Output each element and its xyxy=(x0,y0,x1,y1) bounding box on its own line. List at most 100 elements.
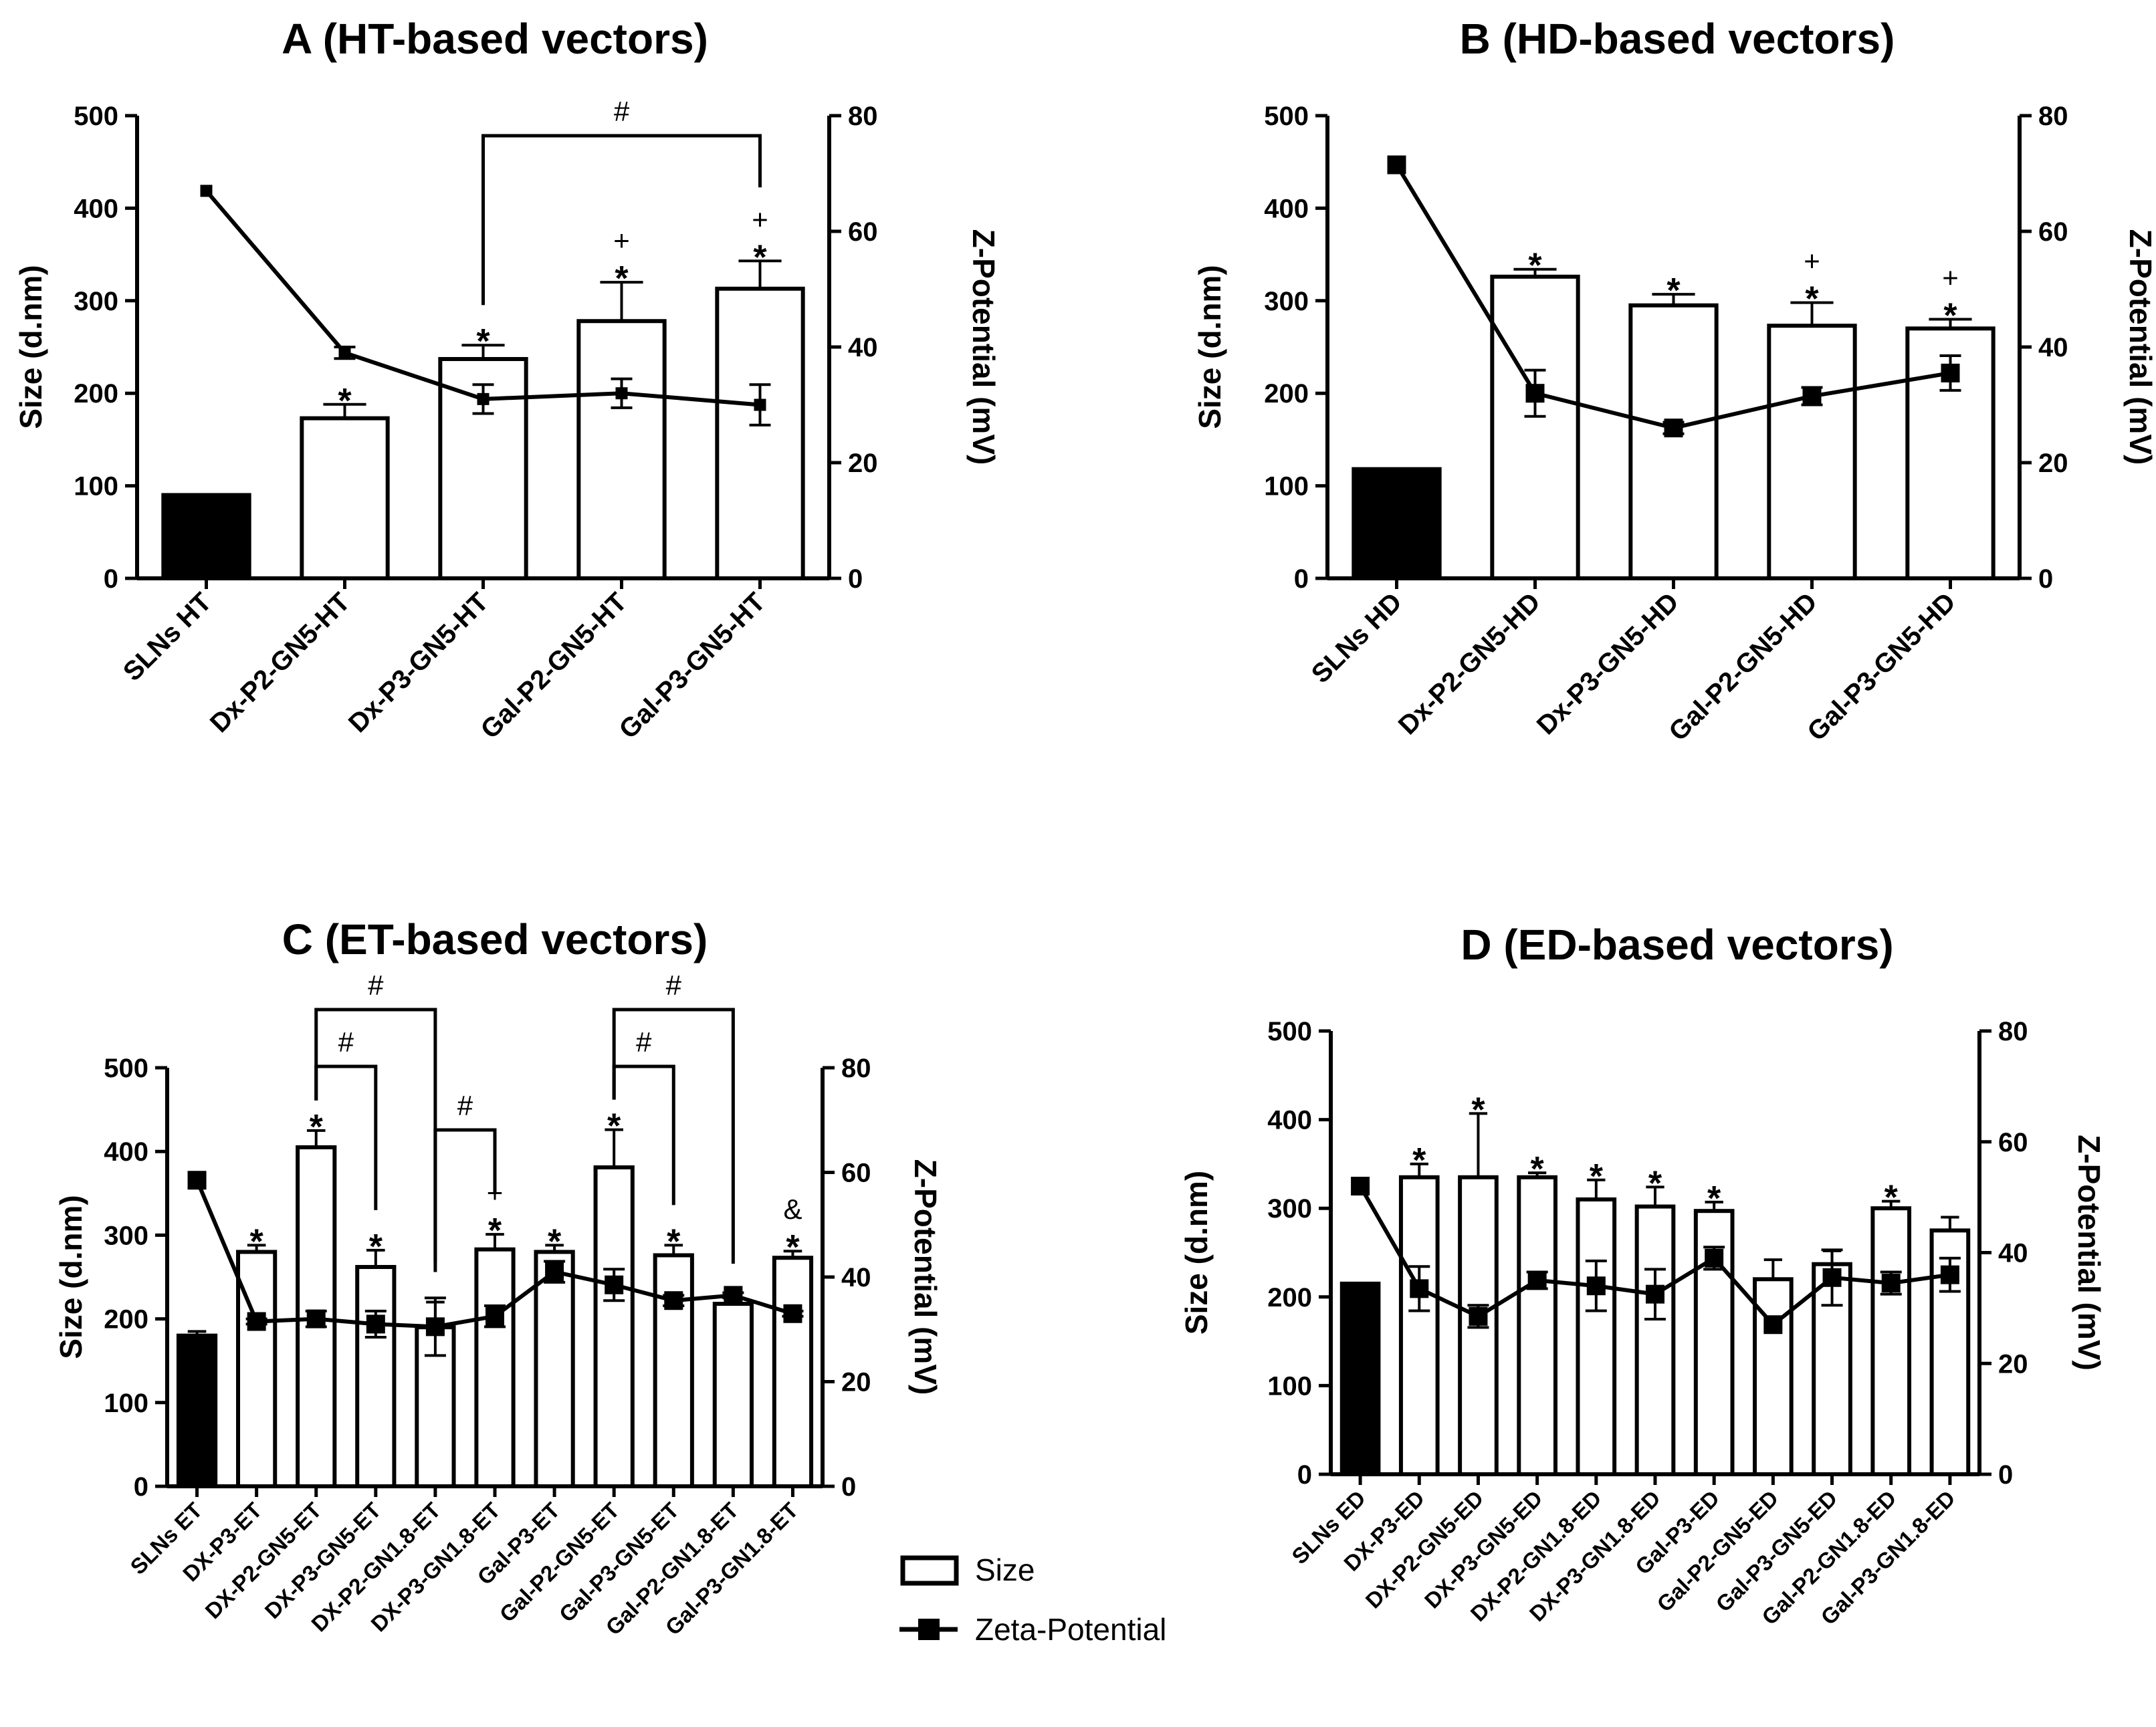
panel-b-ylabel: Size (d.nm) xyxy=(1192,265,1227,429)
panel-c-zeta-point xyxy=(425,1317,445,1337)
panel-b-ytick-label: 200 xyxy=(1264,379,1309,409)
panel-a-title: A (HT-based vectors) xyxy=(282,15,708,63)
panel-c-zeta-point xyxy=(724,1286,743,1305)
legend-zeta-label: Zeta-Potential xyxy=(975,1612,1166,1647)
panel-b-zeta-point xyxy=(1387,155,1406,175)
panel-c-bracket xyxy=(314,1064,378,1210)
panel-b-zeta-point xyxy=(1802,386,1822,406)
panel-a-y2tick-label: 0 xyxy=(848,564,863,594)
panel-d-ytick-label: 500 xyxy=(1267,1017,1312,1046)
panel-c-bar xyxy=(534,1250,575,1488)
panel-c-significance-mark: * xyxy=(310,1108,324,1147)
panel-d-ylabel: Size (d.nm) xyxy=(1179,1171,1214,1335)
panel-d-zeta-point xyxy=(1527,1270,1547,1290)
panel-a-bar xyxy=(715,286,805,580)
panel-c-bar xyxy=(772,1256,814,1488)
panel-d-zeta-point xyxy=(1351,1177,1370,1196)
panel-b-xtick-label: SLNs HD xyxy=(1306,587,1408,689)
panel-c-ytick-label: 0 xyxy=(134,1472,148,1502)
panel-d-zeta-point xyxy=(1763,1315,1783,1335)
panel-b-title: B (HD-based vectors) xyxy=(1460,15,1895,63)
panel-d-bar xyxy=(1870,1206,1912,1476)
panel-a-significance-mark: * xyxy=(338,382,352,421)
panel-a-xtick-label: Dx-P3-GN5-HT xyxy=(343,587,494,738)
panel-b-significance-mark: * xyxy=(1528,247,1542,285)
panel-d-zeta-point xyxy=(1940,1265,1959,1284)
panel-a-ytick-label: 200 xyxy=(74,379,118,409)
panel-b: B (HD-based vectors) 0 100 200 300 400 500 0 20 4… xyxy=(1192,15,2156,747)
panel-c-ytick-label: 300 xyxy=(104,1221,148,1250)
panel-a-significance-mark: * xyxy=(615,259,629,298)
panel-a-xtick-label: SLNs HT xyxy=(118,587,217,687)
panel-d-zeta-point xyxy=(1822,1268,1842,1287)
panel-c-significance-mark: * xyxy=(786,1228,800,1267)
panel-d-significance-mark: * xyxy=(1590,1157,1604,1196)
panel-d-bar xyxy=(1517,1175,1557,1477)
panel-b-significance-mark: * xyxy=(1805,280,1819,319)
panel-c-bracket xyxy=(612,1008,735,1264)
panel-b-bar xyxy=(1628,303,1719,580)
panel-c-bracket xyxy=(433,1128,497,1272)
panel-d-zeta-point xyxy=(1586,1276,1606,1296)
panel-d-ytick-label: 300 xyxy=(1267,1194,1312,1224)
panel-b-bar xyxy=(1352,467,1442,580)
panel-d-zeta-point xyxy=(1410,1279,1429,1298)
panel-c-bar xyxy=(653,1253,694,1488)
panel-a-ylabel: Size (d.nm) xyxy=(13,265,48,429)
panel-c-y2label: Z-Potential (mV) xyxy=(908,1159,943,1395)
panel-b-bar xyxy=(1767,324,1857,580)
panel-c-ytick-label: 100 xyxy=(104,1389,148,1418)
panel-b-ytick-label: 100 xyxy=(1264,472,1309,501)
panel-b-significance-mark: + xyxy=(1804,245,1820,277)
panel-c-significance-mark: * xyxy=(548,1222,562,1261)
panel-a-y2tick-label: 40 xyxy=(848,333,878,362)
panel-c-zeta-point xyxy=(545,1262,564,1282)
panel-c-bracket-label: # xyxy=(368,969,384,1001)
legend-size-label: Size xyxy=(975,1552,1035,1587)
panel-c-zeta-point xyxy=(187,1171,207,1190)
legend-zeta-marker xyxy=(918,1619,940,1640)
panel-a-xtick-label: Dx-P2-GN5-HT xyxy=(205,587,356,738)
panel-d-significance-mark: * xyxy=(1648,1164,1662,1203)
panel-b-y2tick-label: 60 xyxy=(2038,217,2068,247)
panel-a-zeta-point xyxy=(477,392,490,405)
panel-b-significance-mark: * xyxy=(1666,271,1681,310)
panel-d: D (ED-based vectors) 0 100 200 300 400 500 0 20 4… xyxy=(1179,921,2107,1629)
panel-a-ytick-label: 300 xyxy=(74,287,118,316)
panel-c-bracket-label: # xyxy=(666,969,682,1001)
panel-a-ytick-label: 0 xyxy=(104,564,118,594)
panel-c-zeta-point xyxy=(486,1306,504,1326)
panel-a-y2tick-label: 20 xyxy=(848,449,878,478)
panel-c-y2tick-label: 40 xyxy=(841,1263,871,1292)
panel-c-bracket xyxy=(612,1064,675,1205)
panel-a-bar xyxy=(300,416,390,580)
panel-c-y2tick-label: 60 xyxy=(841,1159,871,1188)
panel-d-significance-mark: * xyxy=(1707,1179,1721,1218)
panel-c-significance-mark: & xyxy=(783,1193,802,1225)
panel-c-bracket-label: # xyxy=(636,1026,652,1058)
panel-c-bar xyxy=(355,1264,397,1488)
panel-c: C (ET-based vectors) 0 100 200 300 400 500 0 20 4… xyxy=(53,915,943,1640)
panel-c-bar xyxy=(593,1165,635,1489)
panel-a-bracket xyxy=(481,134,762,306)
panel-b-zeta-point xyxy=(1941,363,1960,382)
panel-c-ylabel: Size (d.nm) xyxy=(53,1195,88,1359)
panel-d-title: D (ED-based vectors) xyxy=(1461,921,1893,969)
panel-a-significance-mark: * xyxy=(476,322,490,361)
panel-c-ytick-label: 200 xyxy=(104,1305,148,1335)
panel-c-zeta-point xyxy=(783,1304,802,1323)
panel-b-y2label: Z-Potential (mV) xyxy=(2123,229,2156,465)
panel-a-significance-mark: + xyxy=(613,225,630,256)
panel-a-significance-mark: + xyxy=(752,203,768,235)
panel-d-zeta-point xyxy=(1881,1274,1901,1293)
panel-b-y2tick-label: 0 xyxy=(2038,564,2053,594)
panel-b-ytick-label: 400 xyxy=(1264,194,1309,223)
panel-b-ytick-label: 0 xyxy=(1294,564,1309,594)
panel-b-significance-mark: * xyxy=(1943,296,1957,335)
panel-a-xtick-label: Gal-P3-GN5-HT xyxy=(613,587,770,744)
panel-c-bar xyxy=(474,1247,516,1488)
panel-a-xtick-label: Gal-P2-GN5-HT xyxy=(475,587,632,744)
panel-c-title: C (ET-based vectors) xyxy=(282,915,708,963)
panel-c-bar xyxy=(712,1302,754,1488)
panel-d-ytick-label: 400 xyxy=(1267,1106,1312,1135)
